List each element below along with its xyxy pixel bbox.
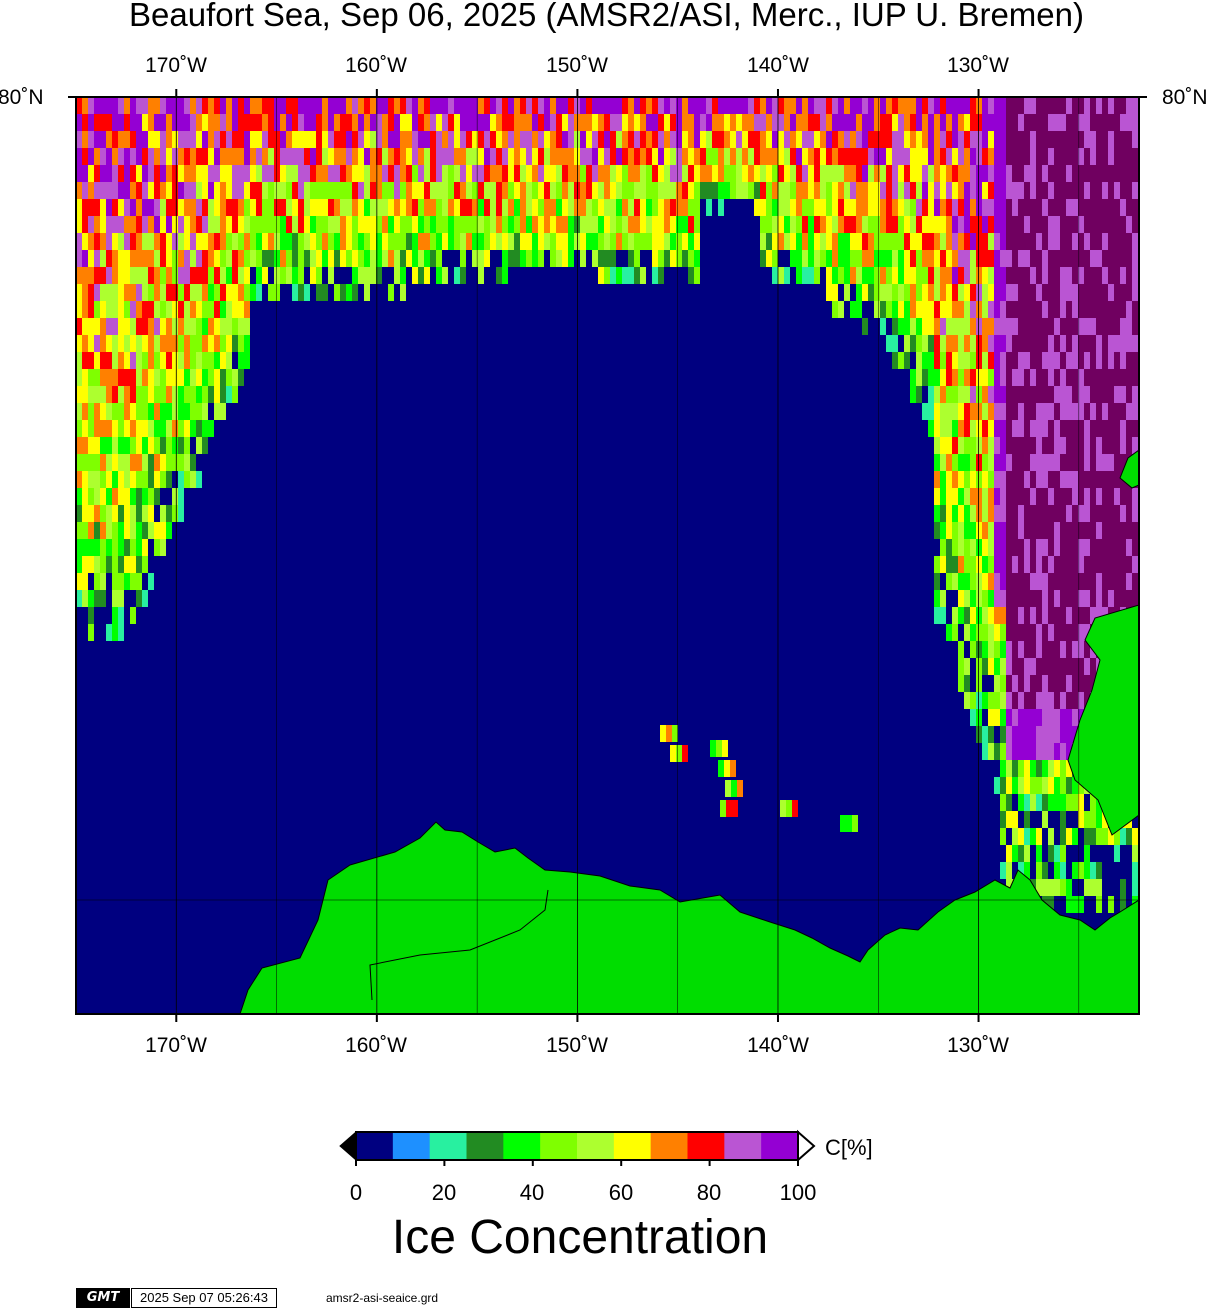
lon-label-bottom: 160˚W <box>345 1034 407 1057</box>
colorbar-tick: 40 <box>519 1180 545 1205</box>
alaska-coast-land <box>239 821 1139 1014</box>
colorbar-tick: 100 <box>779 1180 817 1205</box>
island-land <box>1119 449 1139 489</box>
map-figure <box>68 89 1147 1166</box>
colorbar-swatch <box>540 1132 578 1160</box>
banks-island-land <box>1067 604 1139 836</box>
colorbar-tick: 20 <box>431 1180 457 1205</box>
grid-filename: amsr2-asi-seaice.grd <box>326 1291 439 1305</box>
colorbar-swatch <box>503 1132 541 1160</box>
colorbar-unit-label: C[%] <box>825 1135 873 1160</box>
colorbar-swatch <box>650 1132 688 1160</box>
gmt-logo: GMT <box>76 1288 130 1308</box>
lat-label-right: 80˚N <box>1162 86 1208 109</box>
lon-label-bottom: 170˚W <box>145 1034 207 1057</box>
map-title: Beaufort Sea, Sep 06, 2025 (AMSR2/ASI, M… <box>129 0 1084 33</box>
lon-label-bottom: 140˚W <box>747 1034 809 1057</box>
lon-label-top: 160˚W <box>345 54 407 77</box>
colorbar-swatch <box>761 1132 799 1160</box>
colorbar-title: Ice Concentration <box>391 1211 769 1264</box>
colorbar-swatch <box>356 1132 394 1160</box>
colorbar-swatch <box>577 1132 615 1160</box>
lon-label-bottom: 150˚W <box>546 1034 608 1057</box>
colorbar-swatch <box>613 1132 652 1160</box>
map-ticks <box>68 89 1147 1022</box>
lat-label-left: 80˚N <box>0 86 44 109</box>
colorbar-swatch <box>687 1132 725 1160</box>
map-frame <box>75 96 1140 1015</box>
lon-label-bottom: 130˚W <box>947 1034 1009 1057</box>
colorbar-swatch <box>392 1132 431 1160</box>
colorbar-under-arrow <box>339 1130 357 1162</box>
colorbar-swatch <box>724 1132 762 1160</box>
border-line <box>369 889 549 1001</box>
lon-label-top: 140˚W <box>747 54 809 77</box>
colorbar-over-arrow <box>797 1129 816 1163</box>
lon-label-top: 150˚W <box>546 54 608 77</box>
timestamp: 2025 Sep 07 05:26:43 <box>131 1288 277 1308</box>
colorbar-tick: 60 <box>608 1180 634 1205</box>
lon-label-top: 130˚W <box>947 54 1009 77</box>
colorbar-tick: 0 <box>349 1180 363 1205</box>
colorbar-swatch <box>429 1132 467 1160</box>
colorbar-tick: 80 <box>696 1180 722 1205</box>
lon-label-top: 170˚W <box>145 54 207 77</box>
colorbar <box>339 1129 816 1166</box>
colorbar-swatch <box>466 1132 504 1160</box>
graticule <box>76 97 1139 1014</box>
